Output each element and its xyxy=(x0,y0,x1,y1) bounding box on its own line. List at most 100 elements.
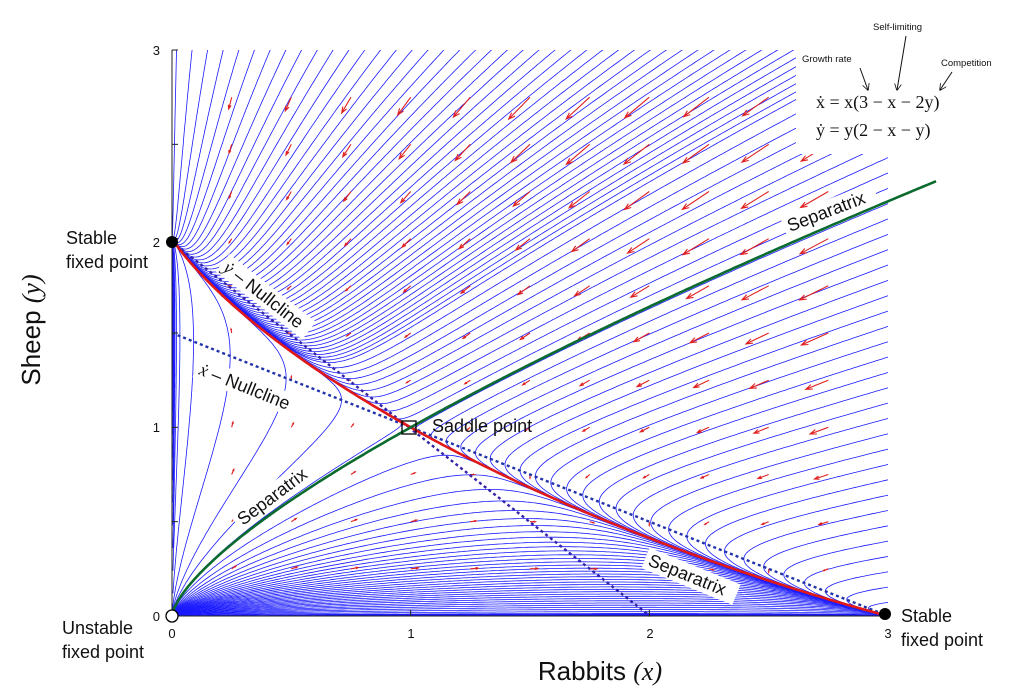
separatrix-curve xyxy=(170,180,937,617)
vector-arrow-34 xyxy=(410,519,419,523)
vector-arrow-18 xyxy=(286,238,292,246)
vector-arrow-102 xyxy=(748,379,769,390)
y-nullcline-bg xyxy=(215,254,316,340)
vector-arrow-0 xyxy=(231,565,238,570)
streamline-66 xyxy=(489,279,888,616)
streamline-4 xyxy=(172,50,240,244)
streamline-84 xyxy=(176,609,888,616)
vector-arrow-17 xyxy=(286,285,292,291)
vector-arrow-27 xyxy=(345,332,352,337)
streamline-118 xyxy=(172,238,403,613)
equations-bg xyxy=(796,12,956,154)
streamline-92 xyxy=(176,591,888,616)
stable-top-label-1: Stable xyxy=(66,228,117,248)
vector-arrow-108 xyxy=(741,96,770,117)
separatrix-left-label: Separatrix xyxy=(233,464,311,529)
streamline-91 xyxy=(176,593,888,616)
y-nullcline-line xyxy=(171,241,651,617)
vector-arrow-99 xyxy=(760,521,769,526)
vector-arrow-116 xyxy=(798,238,829,255)
vector-arrow-64 xyxy=(507,96,531,121)
vector-arrow-81 xyxy=(632,332,650,343)
vector-arrow-74 xyxy=(565,143,591,166)
streamline-122 xyxy=(172,238,194,594)
growth-rate-annotation: Growth rate xyxy=(802,54,852,65)
vector-arrow-98 xyxy=(767,568,770,574)
vector-arrow-30 xyxy=(342,191,352,203)
vector-arrow-29 xyxy=(343,238,352,247)
streamline-14 xyxy=(172,50,397,270)
streamline-15 xyxy=(172,50,413,273)
vector-arrow-71 xyxy=(573,285,591,297)
stable-fixed-point-top xyxy=(166,236,178,248)
y-tick-1: 1 xyxy=(153,420,160,435)
x-nullcline-label: ẋ – Nullcline xyxy=(196,359,293,414)
vector-arrow-24 xyxy=(350,470,357,475)
vector-arrow-47 xyxy=(463,379,471,385)
y-axis-title: Sheep (y) xyxy=(16,274,46,385)
streamline-11 xyxy=(172,50,350,261)
streamline-58 xyxy=(615,402,888,616)
streamline-136 xyxy=(219,613,888,616)
streamline-8 xyxy=(172,50,303,253)
vector-arrow-8 xyxy=(228,191,233,200)
x-tick-2: 2 xyxy=(646,626,653,641)
vector-arrow-79 xyxy=(638,426,650,433)
vector-field-arrows xyxy=(226,96,829,574)
streamline-20 xyxy=(172,50,493,289)
streamline-90 xyxy=(176,595,888,616)
competition-annotation: Competition xyxy=(941,58,992,69)
vector-arrow-37 xyxy=(403,332,412,339)
vector-arrow-105 xyxy=(739,238,769,256)
streamline-97 xyxy=(175,579,888,616)
vector-arrow-40 xyxy=(399,191,412,204)
streamline-19 xyxy=(172,50,477,286)
streamline-83 xyxy=(176,611,888,616)
streamline-95 xyxy=(175,584,888,616)
x-tick-1: 1 xyxy=(407,626,414,641)
vector-arrow-88 xyxy=(703,521,710,526)
vector-arrow-72 xyxy=(570,238,591,253)
vector-arrow-67 xyxy=(584,474,591,479)
vector-arrow-19 xyxy=(285,191,292,201)
vector-arrow-20 xyxy=(285,144,292,157)
vector-arrow-41 xyxy=(398,143,412,160)
streamline-123 xyxy=(172,238,181,571)
vector-arrow-62 xyxy=(512,191,531,208)
stable-right-label-2: fixed point xyxy=(901,630,983,650)
vector-arrow-85 xyxy=(622,143,650,165)
vector-arrow-107 xyxy=(740,143,770,164)
vector-arrow-92 xyxy=(688,332,710,344)
vector-arrow-66 xyxy=(589,521,596,524)
self-limiting-annotation: Self-limiting xyxy=(873,22,922,33)
vector-arrow-22 xyxy=(350,566,360,570)
vector-arrow-3 xyxy=(231,420,234,428)
vector-arrow-77 xyxy=(648,521,651,528)
stable-top-label-2: fixed point xyxy=(66,252,148,272)
vector-arrow-38 xyxy=(402,285,412,294)
vector-arrow-58 xyxy=(521,379,531,386)
x-axis-title: Rabbits (x) xyxy=(538,656,662,686)
vector-arrow-54 xyxy=(529,567,540,571)
vector-arrow-93 xyxy=(685,285,710,300)
vector-arrow-91 xyxy=(692,379,710,389)
vector-arrow-69 xyxy=(578,379,590,387)
vector-arrow-9 xyxy=(228,144,233,155)
separatrix-upper-bg xyxy=(780,182,880,239)
vector-arrow-113 xyxy=(804,379,829,390)
unstable-label-2: fixed point xyxy=(62,642,144,662)
streamline-3 xyxy=(172,50,224,242)
vector-arrow-49 xyxy=(459,285,471,295)
equation-x-dot: ẋ = x(3 − x − 2y) xyxy=(816,92,939,113)
vector-arrow-86 xyxy=(623,96,650,119)
streamline-94 xyxy=(176,586,888,616)
x-nullcline-line xyxy=(171,331,889,618)
vector-arrow-59 xyxy=(518,332,531,341)
y-tick-0: 0 xyxy=(153,609,160,624)
vector-arrow-94 xyxy=(681,238,710,256)
vector-arrow-36 xyxy=(405,379,411,384)
vector-arrow-11 xyxy=(291,566,299,570)
separatrix-left-bg xyxy=(229,455,322,533)
vector-arrow-16 xyxy=(285,331,292,335)
